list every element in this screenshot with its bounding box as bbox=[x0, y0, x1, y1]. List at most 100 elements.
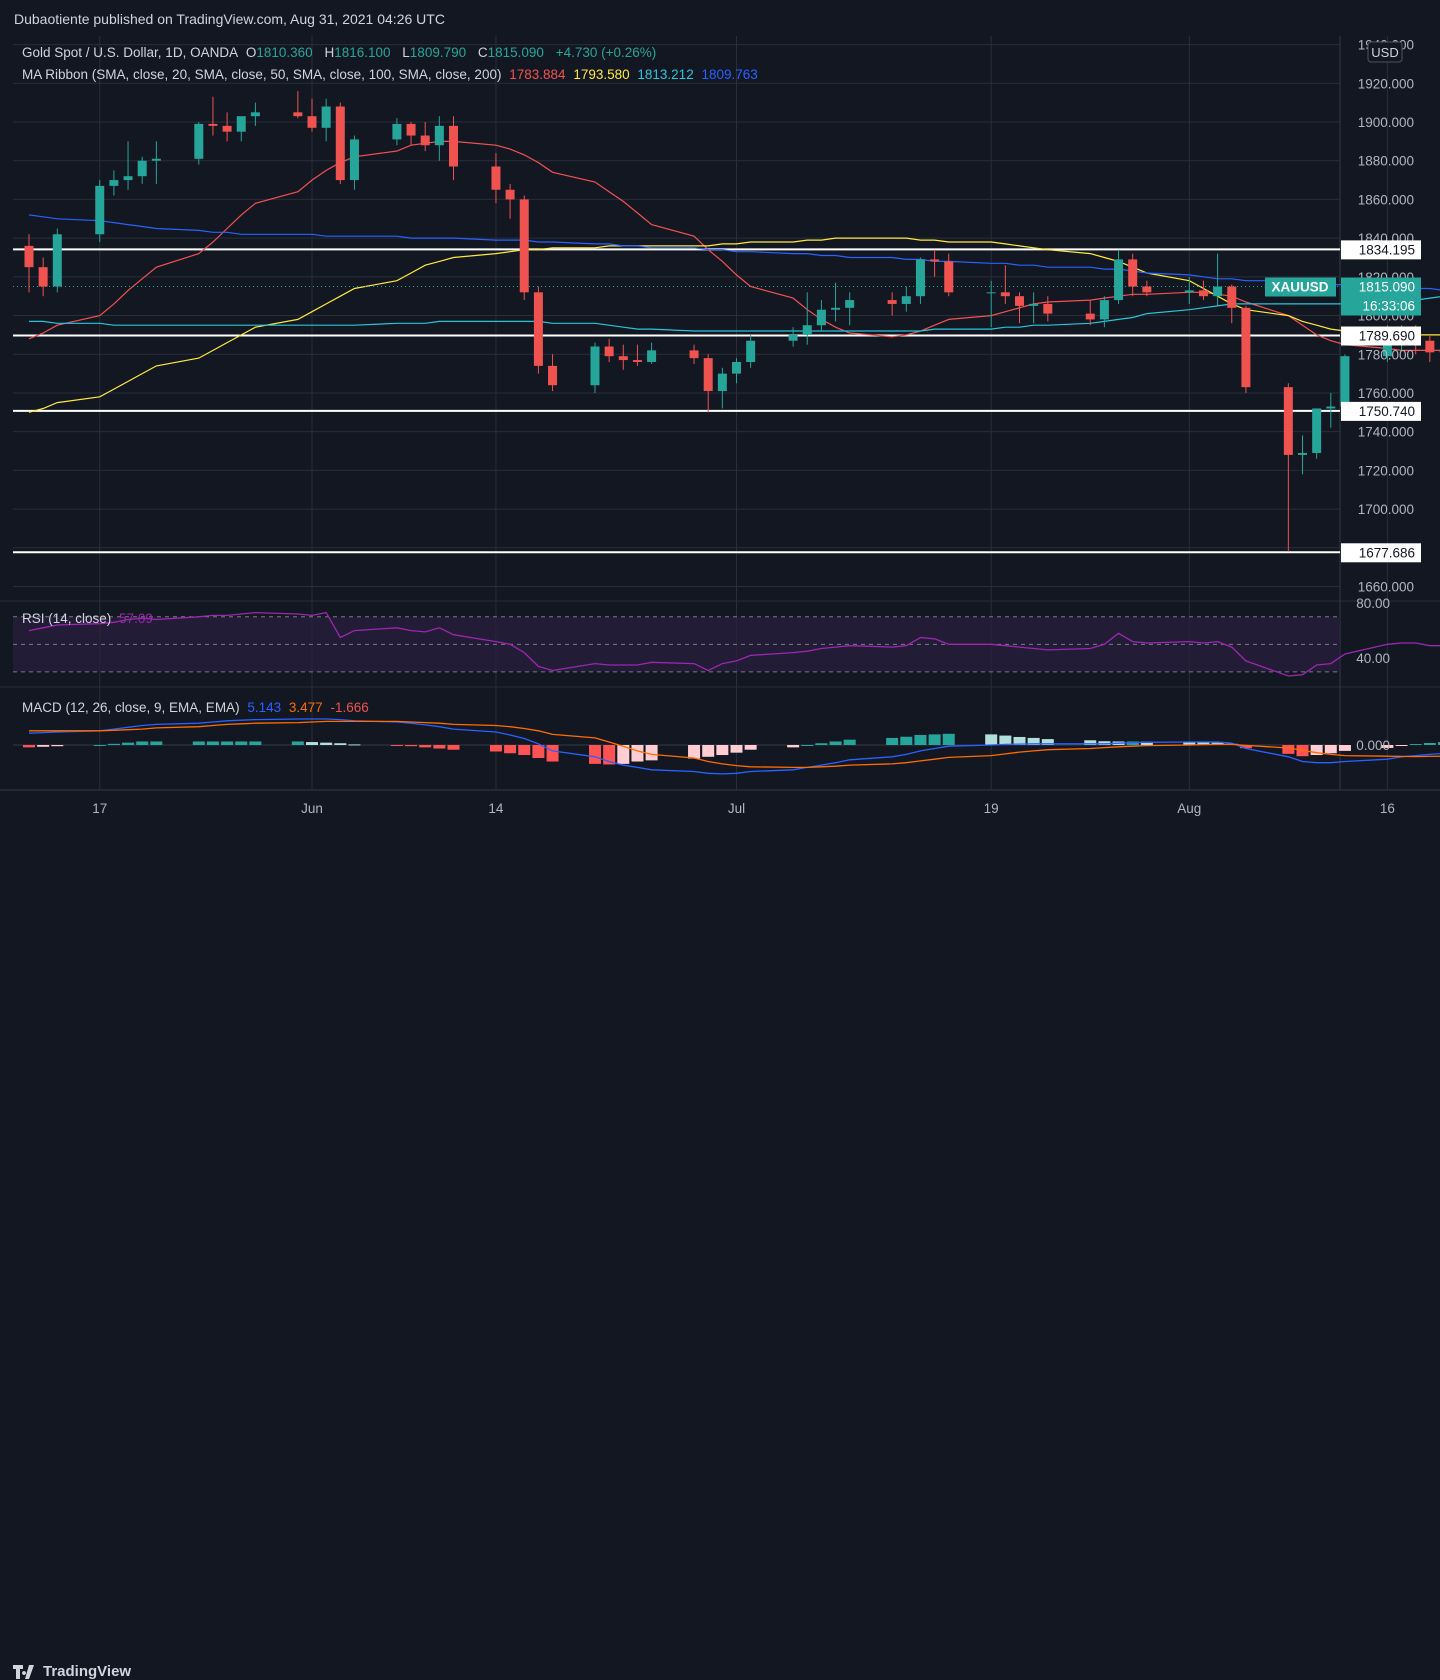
tradingview-logo[interactable]: TradingView bbox=[13, 1663, 131, 1680]
candle-body bbox=[647, 350, 656, 362]
macd-histogram-bar bbox=[518, 745, 530, 755]
price-tick-label: 1660.000 bbox=[1358, 580, 1414, 595]
candle-body bbox=[95, 186, 104, 234]
macd-histogram-bar bbox=[688, 745, 700, 759]
macd-histogram-bar bbox=[844, 740, 856, 745]
currency-label: USD bbox=[1371, 45, 1398, 60]
candle-body bbox=[1425, 341, 1434, 353]
macd-histogram-bar bbox=[1410, 744, 1422, 745]
macd-histogram-bar bbox=[943, 734, 955, 745]
candle-body bbox=[746, 341, 755, 362]
grid-lines bbox=[0, 36, 1440, 790]
macd-histogram-bar bbox=[320, 743, 332, 745]
macd-histogram-bar bbox=[787, 745, 799, 747]
candle-body bbox=[718, 374, 727, 391]
candle-body bbox=[208, 124, 217, 126]
candle-body bbox=[1340, 356, 1349, 406]
macd-histogram-bar bbox=[122, 743, 134, 745]
main-legend: Gold Spot / U.S. Dollar, 1D, OANDA O1810… bbox=[22, 45, 660, 60]
macd-legend: MACD (12, 26, close, 9, EMA, EMA) 5.143 … bbox=[22, 700, 373, 715]
macd-histogram-bar bbox=[391, 745, 403, 746]
macd-histogram-bar bbox=[419, 745, 431, 747]
candle-body bbox=[1128, 259, 1137, 286]
macd-histogram-bar bbox=[249, 741, 261, 745]
macd-histogram-bar bbox=[334, 743, 346, 745]
candle-body bbox=[1312, 408, 1321, 453]
candle-body bbox=[803, 325, 812, 335]
candle-body bbox=[124, 176, 133, 180]
ma-value-100: 1813.212 bbox=[637, 67, 693, 82]
macd-histogram-bar bbox=[1325, 745, 1337, 753]
symbol-tag-label: XAUUSD bbox=[1271, 280, 1328, 295]
macd-histogram-bar bbox=[801, 745, 813, 746]
candle-body bbox=[831, 308, 840, 310]
time-tick-label: 14 bbox=[488, 801, 504, 816]
macd-histogram-bar bbox=[716, 745, 728, 755]
macd-histogram-bar bbox=[292, 741, 304, 745]
macd-histogram-bar bbox=[490, 745, 502, 751]
candle-body bbox=[1142, 287, 1151, 293]
candle-body bbox=[392, 124, 401, 139]
candle-body bbox=[322, 107, 331, 128]
level-price-label: 1834.195 bbox=[1359, 242, 1415, 257]
candle-body bbox=[1284, 387, 1293, 455]
candle-body bbox=[916, 259, 925, 296]
candle-body bbox=[25, 246, 34, 267]
low-label: L bbox=[402, 45, 410, 60]
macd-histogram-bar bbox=[646, 745, 658, 760]
macd-histogram-bar bbox=[348, 744, 360, 745]
candle-body bbox=[704, 358, 713, 391]
candle-body bbox=[548, 366, 557, 385]
candle-body bbox=[987, 292, 996, 293]
symbol-label: Gold Spot / U.S. Dollar, 1D, OANDA bbox=[22, 45, 238, 60]
level-price-label: 1789.690 bbox=[1359, 329, 1415, 344]
macd-histogram-bar bbox=[900, 737, 912, 745]
macd-histogram-bar bbox=[1282, 745, 1294, 754]
ma-value-50: 1793.580 bbox=[573, 67, 629, 82]
macd-histogram-bar bbox=[815, 743, 827, 745]
macd-histogram-bar bbox=[589, 745, 601, 764]
candles[interactable] bbox=[25, 91, 1440, 552]
candle-body bbox=[1241, 308, 1250, 387]
rsi-tick-label: 80.00 bbox=[1356, 596, 1390, 611]
candle-body bbox=[308, 116, 317, 128]
time-tick-label: Aug bbox=[1177, 801, 1201, 816]
macd-histogram-bar bbox=[886, 738, 898, 745]
close-value: 1815.090 bbox=[488, 45, 544, 60]
price-tick-label: 1920.000 bbox=[1358, 76, 1414, 91]
rsi-legend: RSI (14, close) 57.09 bbox=[22, 611, 157, 626]
candle-body bbox=[817, 310, 826, 325]
price-tick-label: 1780.000 bbox=[1358, 347, 1414, 362]
time-tick-label: Jun bbox=[301, 801, 323, 816]
candle-body bbox=[591, 347, 600, 386]
candle-body bbox=[152, 159, 161, 161]
change-value: +4.730 (+0.26%) bbox=[556, 45, 657, 60]
price-tick-label: 1860.000 bbox=[1358, 192, 1414, 207]
candle-body bbox=[449, 126, 458, 167]
high-label: H bbox=[324, 45, 334, 60]
candle-body bbox=[1185, 290, 1194, 292]
rsi-value: 57.09 bbox=[119, 611, 153, 626]
macd-histogram-bar bbox=[1396, 745, 1408, 746]
candle-body bbox=[350, 139, 359, 180]
macd-histogram-bar bbox=[1424, 743, 1436, 745]
ma-legend: MA Ribbon (SMA, close, 20, SMA, close, 5… bbox=[22, 67, 762, 82]
open-value: 1810.360 bbox=[256, 45, 312, 60]
candle-body bbox=[690, 350, 699, 358]
footer: TradingView bbox=[0, 825, 1440, 869]
macd-histogram-bar bbox=[999, 736, 1011, 745]
macd-histogram-bar bbox=[150, 741, 162, 745]
macd-histogram-bar bbox=[37, 745, 49, 747]
candle-body bbox=[845, 300, 854, 308]
level-price-label: 1750.740 bbox=[1359, 404, 1415, 419]
macd-histogram-bar bbox=[745, 745, 757, 750]
signal-value: 3.477 bbox=[289, 700, 323, 715]
candle-body bbox=[1199, 290, 1208, 296]
close-label: C bbox=[478, 45, 488, 60]
macd-histogram-bar bbox=[702, 745, 714, 757]
macd-histogram-bar bbox=[929, 734, 941, 745]
low-value: 1809.790 bbox=[410, 45, 466, 60]
macd-histogram-bar bbox=[731, 745, 743, 753]
macd-histogram-bar bbox=[136, 741, 148, 745]
ma-value-200: 1809.763 bbox=[701, 67, 757, 82]
